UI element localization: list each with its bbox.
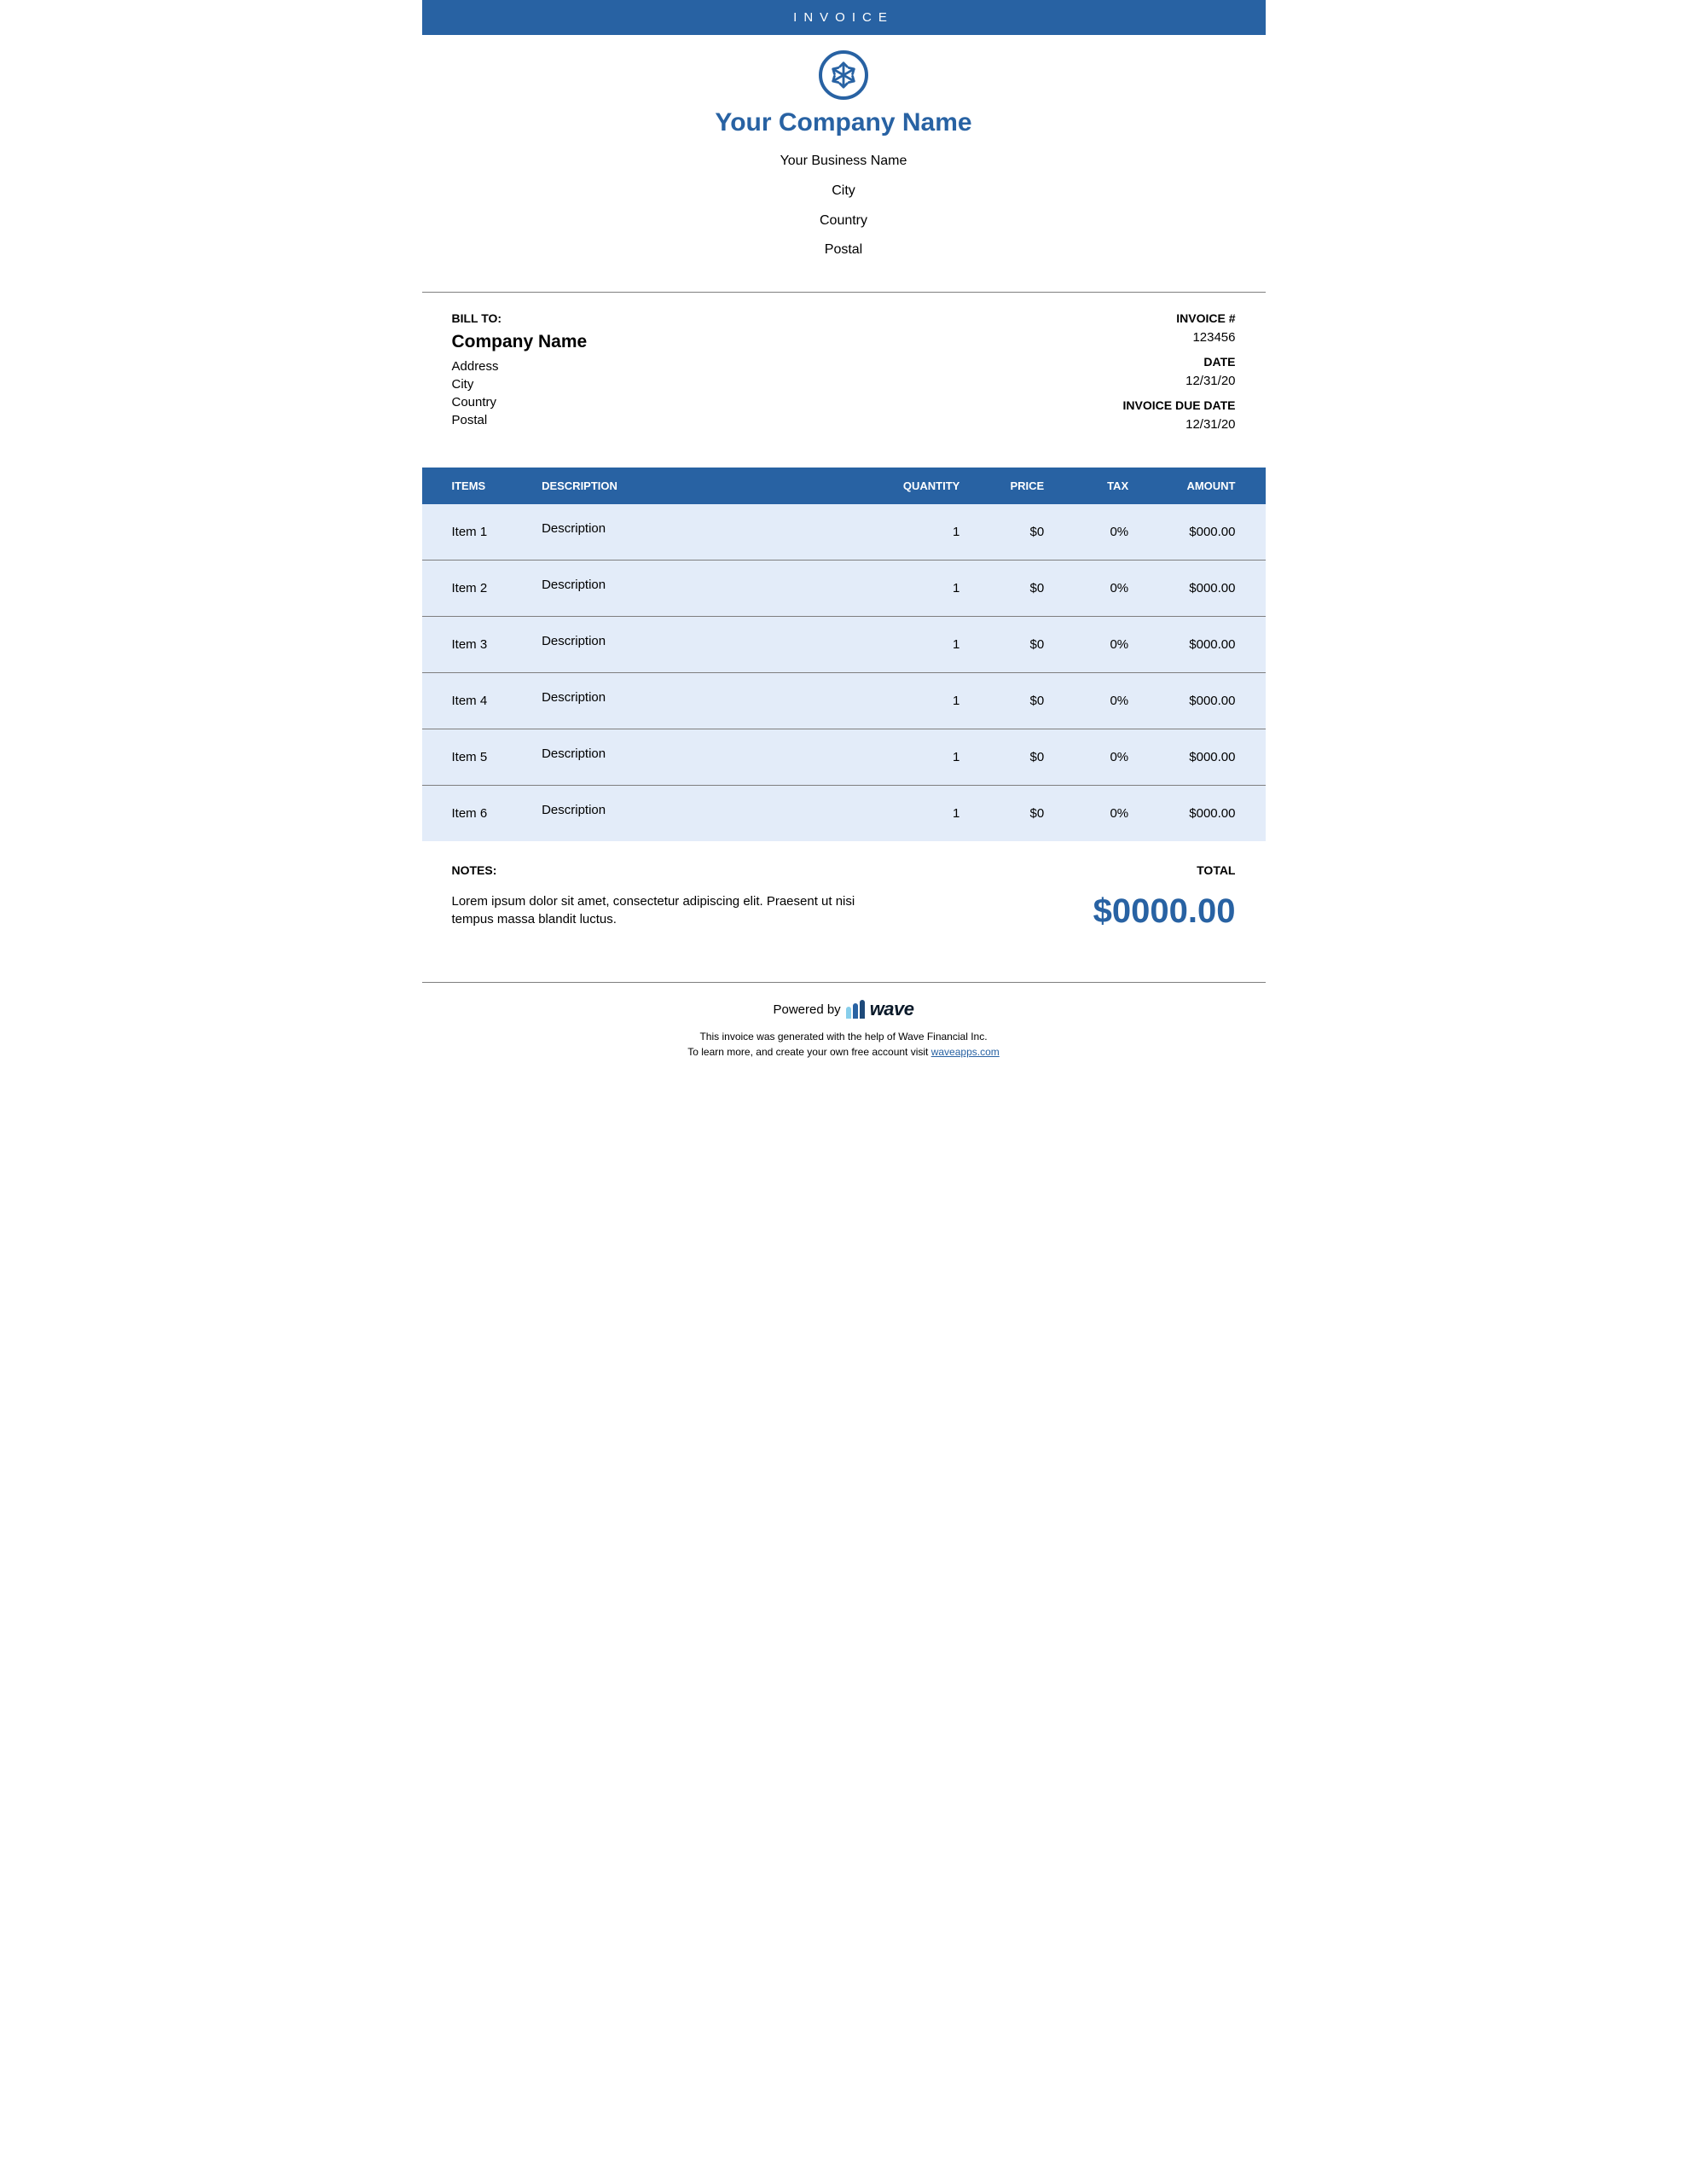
powered-prefix: Powered by xyxy=(773,1002,840,1017)
cell-description: Description xyxy=(531,729,885,786)
cell-quantity: 1 xyxy=(885,673,970,729)
cell-item: Item 6 xyxy=(422,786,532,842)
cell-quantity: 1 xyxy=(885,561,970,617)
footer-row: NOTES: Lorem ipsum dolor sit amet, conse… xyxy=(422,841,1266,982)
company-name: Your Company Name xyxy=(422,108,1266,137)
cell-amount: $000.00 xyxy=(1139,786,1265,842)
cell-amount: $000.00 xyxy=(1139,504,1265,561)
invoice-number-label: INVOICE # xyxy=(1123,311,1236,325)
invoice-due-label: INVOICE DUE DATE xyxy=(1123,398,1236,412)
bill-to-address: Address xyxy=(452,359,588,374)
bill-to-label: BILL TO: xyxy=(452,311,588,325)
notes-label: NOTES: xyxy=(452,863,883,877)
cell-tax: 0% xyxy=(1054,617,1139,673)
notes-text: Lorem ipsum dolor sit amet, consectetur … xyxy=(452,892,883,928)
snowflake-icon xyxy=(829,61,858,90)
cell-quantity: 1 xyxy=(885,729,970,786)
cell-price: $0 xyxy=(970,561,1054,617)
table-row: Item 5Description1$00%$000.00 xyxy=(422,729,1266,786)
cell-price: $0 xyxy=(970,504,1054,561)
th-description: DESCRIPTION xyxy=(531,468,885,504)
waveapps-link[interactable]: waveapps.com xyxy=(931,1046,1000,1058)
cell-tax: 0% xyxy=(1054,786,1139,842)
th-tax: TAX xyxy=(1054,468,1139,504)
cell-description: Description xyxy=(531,673,885,729)
cell-amount: $000.00 xyxy=(1139,561,1265,617)
bill-to-city: City xyxy=(452,377,588,392)
cell-price: $0 xyxy=(970,673,1054,729)
cell-amount: $000.00 xyxy=(1139,673,1265,729)
cell-item: Item 1 xyxy=(422,504,532,561)
items-table: ITEMS DESCRIPTION QUANTITY PRICE TAX AMO… xyxy=(422,468,1266,841)
header-bar: INVOICE xyxy=(422,0,1266,35)
cell-tax: 0% xyxy=(1054,673,1139,729)
bill-to-company: Company Name xyxy=(452,332,588,352)
bill-to-block: BILL TO: Company Name Address City Count… xyxy=(452,311,588,442)
powered-by: Powered by wave This invoice was generat… xyxy=(422,983,1266,1066)
company-block: Your Company Name Your Business Name Cit… xyxy=(422,35,1266,292)
cell-price: $0 xyxy=(970,786,1054,842)
cell-price: $0 xyxy=(970,729,1054,786)
th-quantity: QUANTITY xyxy=(885,468,970,504)
total-amount: $0000.00 xyxy=(1093,892,1236,931)
table-row: Item 1Description1$00%$000.00 xyxy=(422,504,1266,561)
company-country: Country xyxy=(422,209,1266,234)
fineprint-line2a: To learn more, and create your own free … xyxy=(687,1046,930,1058)
table-row: Item 3Description1$00%$000.00 xyxy=(422,617,1266,673)
logo-circle xyxy=(819,50,868,100)
th-amount: AMOUNT xyxy=(1139,468,1265,504)
bill-to-postal: Postal xyxy=(452,413,588,427)
table-row: Item 4Description1$00%$000.00 xyxy=(422,673,1266,729)
business-name: Your Business Name xyxy=(422,149,1266,174)
cell-item: Item 5 xyxy=(422,729,532,786)
cell-tax: 0% xyxy=(1054,504,1139,561)
cell-tax: 0% xyxy=(1054,729,1139,786)
table-header-row: ITEMS DESCRIPTION QUANTITY PRICE TAX AMO… xyxy=(422,468,1266,504)
cell-item: Item 3 xyxy=(422,617,532,673)
invoice-number: 123456 xyxy=(1123,330,1236,345)
table-row: Item 6Description1$00%$000.00 xyxy=(422,786,1266,842)
cell-description: Description xyxy=(531,504,885,561)
cell-item: Item 2 xyxy=(422,561,532,617)
notes-block: NOTES: Lorem ipsum dolor sit amet, conse… xyxy=(452,863,883,931)
cell-quantity: 1 xyxy=(885,617,970,673)
wave-logo: wave xyxy=(870,998,914,1020)
bill-to-country: Country xyxy=(452,395,588,410)
cell-amount: $000.00 xyxy=(1139,617,1265,673)
header-title: INVOICE xyxy=(793,10,894,25)
cell-description: Description xyxy=(531,786,885,842)
cell-quantity: 1 xyxy=(885,504,970,561)
fineprint: This invoice was generated with the help… xyxy=(422,1029,1266,1060)
fineprint-line1: This invoice was generated with the help… xyxy=(422,1029,1266,1044)
cell-price: $0 xyxy=(970,617,1054,673)
total-label: TOTAL xyxy=(1093,863,1236,877)
company-postal: Postal xyxy=(422,238,1266,263)
cell-tax: 0% xyxy=(1054,561,1139,617)
cell-description: Description xyxy=(531,617,885,673)
th-price: PRICE xyxy=(970,468,1054,504)
company-city: City xyxy=(422,179,1266,204)
invoice-date-label: DATE xyxy=(1123,355,1236,369)
wave-bars-icon xyxy=(846,1000,865,1019)
invoice-due: 12/31/20 xyxy=(1123,417,1236,432)
cell-item: Item 4 xyxy=(422,673,532,729)
cell-description: Description xyxy=(531,561,885,617)
total-block: TOTAL $0000.00 xyxy=(1093,863,1236,931)
cell-amount: $000.00 xyxy=(1139,729,1265,786)
table-row: Item 2Description1$00%$000.00 xyxy=(422,561,1266,617)
th-items: ITEMS xyxy=(422,468,532,504)
invoice-meta-block: INVOICE # 123456 DATE 12/31/20 INVOICE D… xyxy=(1123,311,1236,442)
cell-quantity: 1 xyxy=(885,786,970,842)
invoice-date: 12/31/20 xyxy=(1123,374,1236,388)
meta-row: BILL TO: Company Name Address City Count… xyxy=(422,293,1266,468)
